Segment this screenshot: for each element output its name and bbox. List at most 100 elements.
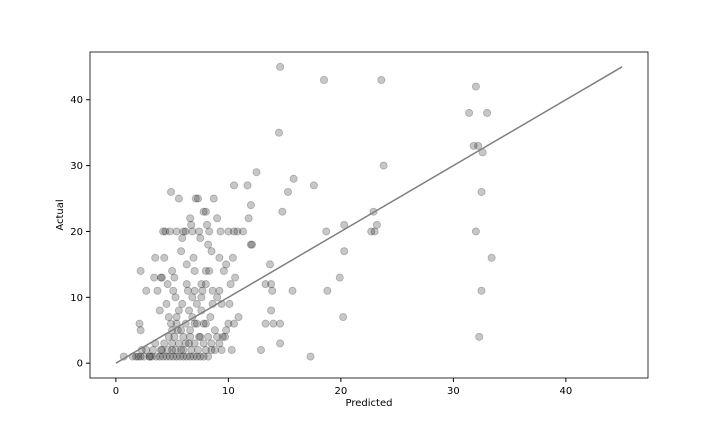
point bbox=[136, 266, 145, 275]
point bbox=[195, 332, 204, 341]
point bbox=[134, 352, 143, 361]
point bbox=[184, 306, 193, 315]
point bbox=[166, 187, 175, 196]
point bbox=[139, 352, 148, 361]
point bbox=[231, 273, 240, 282]
point bbox=[148, 346, 157, 355]
point bbox=[196, 352, 205, 361]
point bbox=[487, 253, 496, 262]
point bbox=[229, 319, 238, 328]
point bbox=[178, 299, 187, 308]
point bbox=[306, 352, 315, 361]
point bbox=[183, 286, 192, 295]
point bbox=[188, 227, 197, 236]
y-tick-label: 10 bbox=[70, 293, 83, 304]
point bbox=[179, 346, 188, 355]
point bbox=[207, 339, 216, 348]
point bbox=[207, 346, 216, 355]
point bbox=[186, 326, 195, 335]
point bbox=[276, 62, 285, 71]
point bbox=[172, 352, 181, 361]
point bbox=[172, 313, 181, 322]
point bbox=[199, 207, 208, 216]
point bbox=[169, 352, 178, 361]
point bbox=[370, 227, 379, 236]
point bbox=[172, 227, 181, 236]
point bbox=[190, 319, 199, 328]
point bbox=[244, 214, 253, 223]
point bbox=[168, 266, 177, 275]
point bbox=[319, 75, 328, 84]
point bbox=[147, 352, 156, 361]
point bbox=[187, 346, 196, 355]
point bbox=[192, 299, 201, 308]
point bbox=[174, 194, 183, 203]
point bbox=[155, 352, 164, 361]
point bbox=[483, 108, 492, 117]
point bbox=[195, 227, 204, 236]
y-axis-label: Actual bbox=[55, 199, 66, 230]
point bbox=[210, 326, 219, 335]
point bbox=[208, 286, 217, 295]
point bbox=[135, 319, 144, 328]
point bbox=[201, 346, 210, 355]
point bbox=[261, 319, 270, 328]
point bbox=[179, 332, 188, 341]
point bbox=[171, 346, 180, 355]
point bbox=[201, 319, 210, 328]
point bbox=[153, 286, 162, 295]
point bbox=[168, 346, 177, 355]
point bbox=[198, 286, 207, 295]
point bbox=[188, 293, 197, 302]
point bbox=[191, 194, 200, 203]
point bbox=[247, 240, 256, 249]
point bbox=[268, 286, 277, 295]
x-tick-label: 30 bbox=[447, 386, 460, 397]
point bbox=[164, 313, 173, 322]
point bbox=[465, 108, 474, 117]
point bbox=[181, 339, 190, 348]
point bbox=[164, 332, 173, 341]
point bbox=[142, 346, 151, 355]
point bbox=[145, 352, 154, 361]
point bbox=[218, 332, 227, 341]
point bbox=[171, 293, 180, 302]
point bbox=[186, 332, 195, 341]
x-tick-label: 40 bbox=[560, 386, 573, 397]
point bbox=[471, 227, 480, 236]
point bbox=[379, 161, 388, 170]
point bbox=[220, 332, 229, 341]
point bbox=[267, 280, 276, 289]
point bbox=[210, 346, 219, 355]
point bbox=[372, 220, 381, 229]
point bbox=[182, 260, 191, 269]
point bbox=[177, 326, 186, 335]
point bbox=[222, 260, 231, 269]
y-tick-label: 0 bbox=[77, 359, 83, 370]
x-tick-label: 20 bbox=[335, 386, 348, 397]
point bbox=[206, 313, 215, 322]
point bbox=[216, 227, 225, 236]
point bbox=[162, 299, 171, 308]
point bbox=[474, 141, 483, 150]
point bbox=[475, 332, 484, 341]
point bbox=[201, 280, 210, 289]
point bbox=[227, 346, 236, 355]
point bbox=[196, 332, 205, 341]
y-tick-label: 30 bbox=[70, 161, 83, 172]
point bbox=[170, 273, 179, 282]
point bbox=[187, 220, 196, 229]
point bbox=[157, 346, 166, 355]
point bbox=[265, 260, 274, 269]
point bbox=[190, 286, 199, 295]
point bbox=[160, 339, 169, 348]
x-tick-label: 10 bbox=[222, 386, 235, 397]
point bbox=[189, 253, 198, 262]
point bbox=[209, 194, 218, 203]
point bbox=[157, 273, 166, 282]
point bbox=[174, 339, 183, 348]
point bbox=[161, 227, 170, 236]
point bbox=[182, 280, 191, 289]
point bbox=[159, 352, 168, 361]
